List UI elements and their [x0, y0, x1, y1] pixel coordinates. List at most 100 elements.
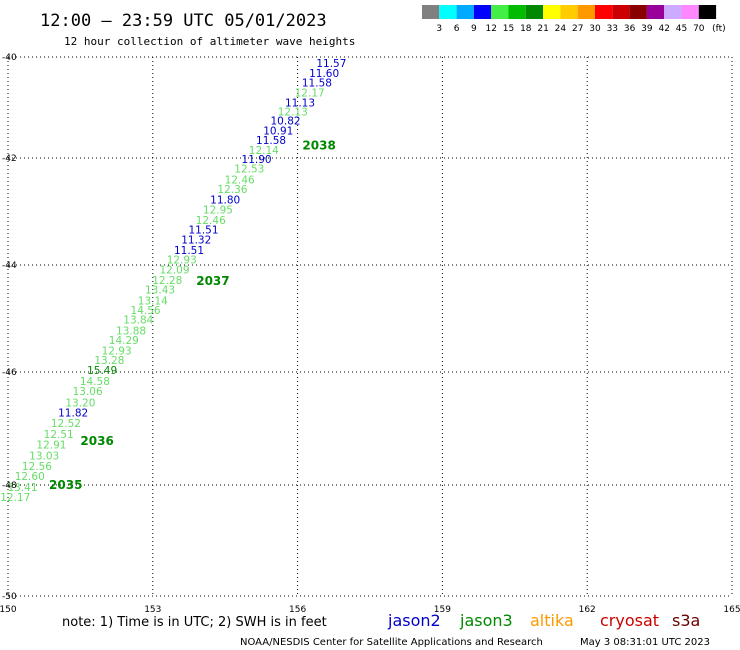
longitude-ticks: 150 153 156 159 162 165	[0, 605, 740, 615]
latitude-ticks: -40 -42 -44 -46 -48 -50	[2, 53, 17, 602]
satellite-altika-label: altika	[530, 611, 574, 630]
legend-swatch	[560, 5, 578, 19]
wave-height-value: 12.09	[159, 264, 189, 276]
legend-label: 24	[555, 24, 567, 34]
legend-label: 70	[693, 24, 705, 34]
wave-height-value: 14.58	[80, 376, 110, 388]
page-subtitle: 12 hour collection of altimeter wave hei…	[64, 35, 355, 48]
wave-height-value: 13.20	[65, 398, 95, 410]
pass-time-label: 2036	[80, 434, 113, 448]
legend-label: 12	[485, 24, 496, 34]
pass-time-label: 2035	[49, 478, 82, 492]
wave-height-value: 11.32	[181, 234, 211, 246]
satellite-s3a-label: s3a	[672, 611, 700, 630]
units-note: note: 1) Time is in UTC; 2) SWH is in fe…	[62, 615, 327, 630]
longitude-tick-label: 153	[144, 605, 161, 615]
legend-swatch	[646, 5, 665, 19]
wave-height-value: 13.14	[138, 295, 168, 307]
legend-swatch	[473, 5, 492, 19]
legend-label: 9	[471, 24, 477, 34]
wave-height-value: 13.84	[123, 315, 153, 327]
wave-height-value: 11.58	[256, 135, 286, 147]
legend-swatch	[456, 5, 474, 19]
legend-label: 33	[607, 24, 618, 34]
map-plot-area: 150 153 156 159 162 165 -40 -42 -44 -46 -48 -50 11…	[0, 53, 740, 615]
footer-credit: NOAA/NESDIS Center for Satellite Applica…	[240, 637, 543, 648]
legend-label: 18	[520, 24, 532, 34]
pass-time-label: 2037	[196, 274, 229, 288]
longitude-tick-label: 162	[579, 605, 596, 615]
footer-timestamp: May 3 08:31:01 UTC 2023	[580, 637, 710, 648]
wave-height-value: 12.52	[51, 418, 81, 430]
legend-label: 3	[436, 24, 442, 34]
wave-height-value: 12.93	[102, 346, 132, 358]
legend-label: 30	[589, 24, 601, 34]
wave-height-value: 11.57	[316, 58, 346, 70]
longitude-tick-label: 156	[289, 605, 306, 615]
wave-height-value: 11.13	[285, 97, 315, 109]
longitude-tick-label: 159	[434, 605, 451, 615]
longitude-tick-label: 165	[723, 605, 740, 615]
wave-height-value: 12.91	[36, 439, 66, 451]
legend-label: 6	[454, 24, 460, 34]
satellite-jason2-label: jason2	[387, 611, 441, 630]
wave-height-value: 11.82	[58, 408, 88, 420]
wave-height-value: 14.29	[109, 335, 139, 347]
wave-height-value: 10.82	[271, 116, 301, 128]
legend-swatch	[508, 5, 526, 19]
wave-height-value: 12.51	[44, 429, 74, 441]
legend-swatch	[612, 5, 630, 19]
legend-label: 27	[572, 24, 583, 34]
legend-swatch	[422, 5, 440, 19]
wave-height-value: 11.60	[309, 68, 339, 80]
wave-height-value: 12.14	[249, 145, 279, 157]
wave-height-legend: 3 6 9 12 15 18 21 24 27 30 33 36 39 42 45 70 (ft)	[422, 5, 726, 34]
latitude-tick-label: -48	[2, 481, 17, 491]
wave-height-value: 12.95	[203, 204, 233, 216]
wave-height-value: 13.41	[7, 482, 37, 494]
legend-swatch	[491, 5, 509, 19]
wave-height-value: 12.46	[225, 174, 255, 186]
satellite-cryosat-label: cryosat	[600, 611, 659, 630]
pass-time-labels: 2038 2037 2036 2035	[49, 138, 336, 492]
wave-height-value: 12.46	[196, 215, 226, 227]
legend-swatch	[698, 5, 717, 19]
legend-swatch	[439, 5, 457, 19]
wave-height-value: 11.51	[174, 245, 204, 257]
wave-height-value: 13.03	[29, 451, 59, 463]
legend-swatch	[577, 5, 595, 19]
legend-swatch	[525, 5, 544, 19]
legend-swatch	[595, 5, 613, 19]
longitude-tick-label: 150	[0, 605, 17, 615]
legend-label: 42	[658, 24, 669, 34]
wave-height-value: 13.06	[73, 386, 103, 398]
wave-height-value: 12.36	[217, 184, 247, 196]
wave-height-value: 12.56	[22, 461, 52, 473]
legend-swatch	[543, 5, 561, 19]
latitude-tick-label: -42	[2, 154, 17, 164]
wave-height-value: 11.90	[242, 154, 272, 166]
wave-height-value: 11.51	[188, 225, 218, 237]
satellite-legend: jason2 jason3 altika cryosat s3a	[387, 611, 700, 630]
wave-height-value: 13.88	[116, 325, 146, 337]
wave-height-value: 12.53	[234, 164, 264, 176]
wave-height-value: 12.28	[152, 275, 182, 287]
legend-swatch	[681, 5, 699, 19]
lat-lon-grid	[7, 56, 733, 597]
legend-label: 15	[503, 24, 514, 34]
wave-height-value: 13.43	[145, 285, 175, 297]
legend-label: 21	[537, 24, 548, 34]
page-title: 12:00 — 23:59 UTC 05/01/2023	[40, 11, 327, 31]
wave-height-observations: 11.5711.6011.5812.1711.1312.1310.8210.91…	[0, 58, 346, 504]
legend-label: 45	[676, 24, 687, 34]
satellite-jason3-label: jason3	[459, 611, 513, 630]
pass-time-label: 2038	[302, 138, 335, 152]
wave-height-value: 15.49	[87, 365, 117, 377]
legend-label: 36	[624, 24, 636, 34]
latitude-tick-label: -46	[2, 368, 17, 378]
wave-height-value: 12.60	[15, 471, 45, 483]
wave-height-value: 12.17	[0, 492, 30, 504]
wave-height-value: 12.13	[278, 107, 308, 119]
legend-unit: (ft)	[712, 24, 726, 34]
